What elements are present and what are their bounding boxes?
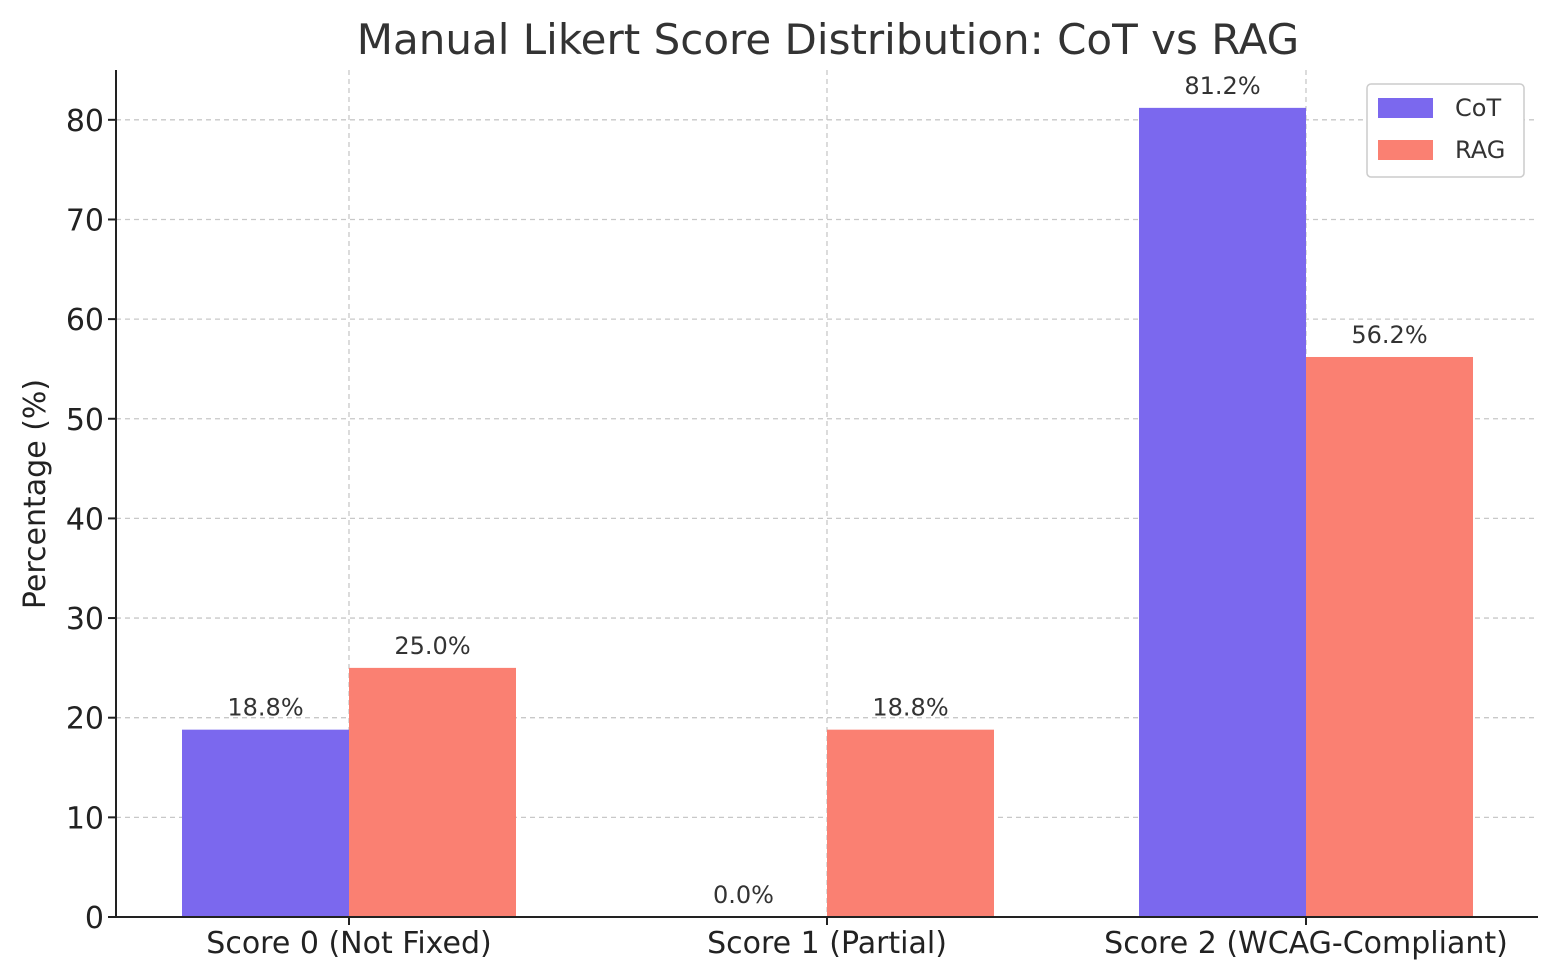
legend: CoT RAG <box>1366 83 1525 178</box>
bar-cot <box>1139 107 1306 917</box>
x-tick-label: Score 2 (WCAG-Compliant) <box>1104 926 1508 961</box>
y-tick-label: 50 <box>66 403 104 438</box>
y-tick-label: 40 <box>66 502 104 537</box>
legend-swatch-cot <box>1378 98 1433 118</box>
data-label-rag: 18.8% <box>872 694 948 722</box>
legend-label-rag: RAG <box>1455 136 1505 164</box>
bar-cot <box>182 729 349 917</box>
y-tick-label: 70 <box>66 203 104 238</box>
bars-layer <box>182 107 1473 917</box>
y-axis-label: Percentage (%) <box>18 379 53 609</box>
bar-rag <box>349 667 516 917</box>
grid-layer <box>116 70 1538 917</box>
labels-layer: 18.8% 0.0% 81.2% 25.0% 18.8% 56.2% <box>227 72 1427 909</box>
y-tick-label: 20 <box>66 702 104 737</box>
data-label-cot: 0.0% <box>713 881 774 909</box>
y-tick-label: 30 <box>66 602 104 637</box>
x-tick-label: Score 0 (Not Fixed) <box>206 926 491 961</box>
y-tick-label: 10 <box>66 801 104 836</box>
legend-label-cot: CoT <box>1455 94 1501 122</box>
y-tick-label: 80 <box>66 104 104 139</box>
ticks-layer: 0 10 20 30 40 50 60 70 80 Score 0 (Not Fixed) Scor… <box>66 104 1508 961</box>
legend-swatch-rag <box>1378 140 1433 160</box>
bar-rag <box>827 729 994 917</box>
y-tick-label: 0 <box>85 901 104 936</box>
x-tick-label: Score 1 (Partial) <box>707 926 947 961</box>
y-tick-label: 60 <box>66 303 104 338</box>
bar-rag <box>1306 356 1473 917</box>
data-label-cot: 81.2% <box>1184 72 1260 100</box>
data-label-cot: 18.8% <box>227 694 303 722</box>
chart-title: Manual Likert Score Distribution: CoT vs… <box>357 15 1299 64</box>
data-label-rag: 56.2% <box>1351 321 1427 349</box>
data-label-rag: 25.0% <box>394 632 470 660</box>
